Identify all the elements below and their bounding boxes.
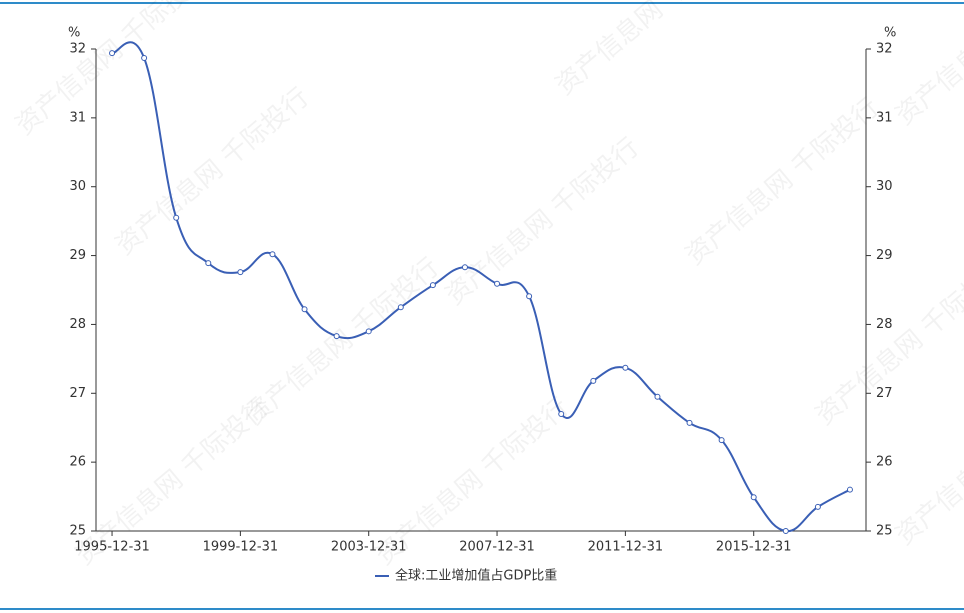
watermark: 资产信息网 千际投行 (110, 82, 315, 261)
y-tick-label: 30 (69, 179, 86, 194)
y2-tick-label: 25 (876, 524, 893, 539)
point (461, 264, 468, 271)
watermark: 资产信息网 千际投行 (890, 0, 964, 131)
legend-label: 全球:工业增加值占GDP比重 (395, 568, 557, 584)
point (429, 282, 436, 289)
y-tick-label: 27 (69, 386, 86, 401)
point (269, 251, 276, 258)
watermark: 资产信息网 千际投行 (680, 92, 885, 271)
point (173, 214, 180, 221)
point (718, 437, 725, 444)
point (141, 54, 148, 61)
y2-tick-label: 30 (876, 179, 893, 194)
point (301, 306, 308, 313)
y-tick-label: 25 (69, 524, 86, 539)
y2-tick-label: 31 (876, 110, 893, 125)
watermark: 资产信息网 千际投行 (550, 0, 755, 101)
point (237, 269, 244, 276)
point (654, 393, 661, 400)
y2-tick-label: 32 (876, 42, 893, 57)
point (365, 328, 372, 335)
point (686, 419, 693, 426)
point (846, 486, 853, 493)
y-unit: % (68, 26, 80, 41)
point (750, 494, 757, 501)
watermark: 资产信息网 千际投行 (240, 252, 445, 431)
x-tick-label: 1995-12-31 (74, 540, 150, 555)
point (558, 410, 565, 417)
y-tick-label: 28 (69, 317, 86, 332)
y-tick-label: 26 (69, 455, 86, 470)
point (622, 364, 629, 371)
y2-tick-label: 29 (876, 248, 893, 263)
point (590, 377, 597, 384)
x-tick-label: 2007-12-31 (459, 540, 535, 555)
x-tick-label: 1999-12-31 (203, 540, 279, 555)
watermark: 资产信息网 千际投行 (10, 0, 215, 141)
x-tick-label: 2015-12-31 (716, 540, 792, 555)
y-tick-label: 31 (69, 110, 86, 125)
point (494, 280, 501, 287)
x-tick-label: 2003-12-31 (331, 540, 407, 555)
y2-tick-label: 26 (876, 455, 893, 470)
y-tick-label: 32 (69, 42, 86, 57)
y2-tick-label: 27 (876, 386, 893, 401)
point (109, 50, 116, 57)
watermark: 资产信息网 千际投行 (440, 132, 645, 311)
point (205, 260, 212, 267)
y-tick-label: 29 (69, 248, 86, 263)
watermark: 资产信息网 千际投行 (810, 252, 964, 431)
point (333, 333, 340, 340)
point (814, 503, 821, 510)
point (782, 528, 789, 534)
point (526, 293, 533, 300)
y2-unit: % (884, 26, 896, 41)
x-tick-label: 2011-12-31 (588, 540, 664, 555)
point (397, 304, 404, 311)
watermark: 资产信息网 千际投行 (890, 372, 964, 551)
y2-tick-label: 28 (876, 317, 893, 332)
